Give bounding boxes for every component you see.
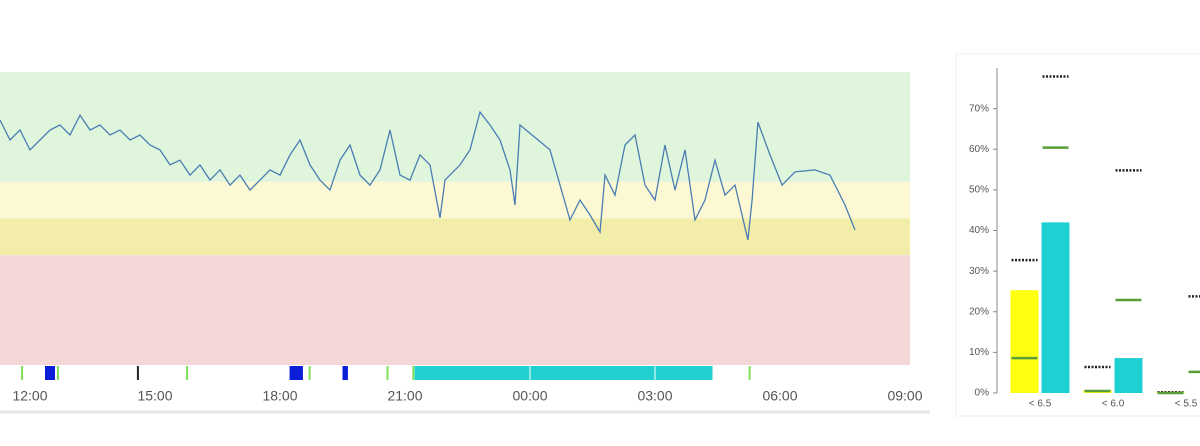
y-tick-label: 50%: [969, 185, 989, 196]
y-tick-label: 0%: [975, 388, 990, 399]
y-tick-label: 10%: [969, 347, 989, 358]
x-tick-label: 21:00: [387, 388, 422, 404]
x-tick-label: 09:00: [887, 388, 922, 404]
bar: [1114, 358, 1143, 393]
range-band: [0, 181, 910, 219]
x-tick-label: 00:00: [512, 388, 547, 404]
x-tick-label: 06:00: [762, 388, 797, 404]
range-band: [0, 72, 910, 182]
bar: [1010, 290, 1039, 393]
x-tick-label: < 6.0: [1102, 399, 1125, 410]
x-tick-label: < 5.5: [1175, 399, 1198, 410]
event-block: [45, 366, 55, 380]
data-line: [0, 110, 856, 241]
bar: [1041, 222, 1070, 393]
right-panel: [955, 53, 1200, 417]
range-band: [0, 255, 910, 365]
x-tick-label: 12:00: [12, 388, 47, 404]
event-block: [414, 366, 713, 380]
y-tick-label: 60%: [969, 144, 989, 155]
y-tick-label: 30%: [969, 266, 989, 277]
event-block: [289, 366, 303, 380]
x-tick-label: 03:00: [637, 388, 672, 404]
range-band: [0, 218, 910, 256]
y-tick-label: 20%: [969, 306, 989, 317]
event-block: [342, 366, 348, 380]
x-tick-label: 18:00: [262, 388, 297, 404]
y-tick-label: 70%: [969, 103, 989, 114]
x-tick-label: 15:00: [137, 388, 172, 404]
x-tick-label: < 6.5: [1029, 399, 1052, 410]
y-tick-label: 40%: [969, 225, 989, 236]
